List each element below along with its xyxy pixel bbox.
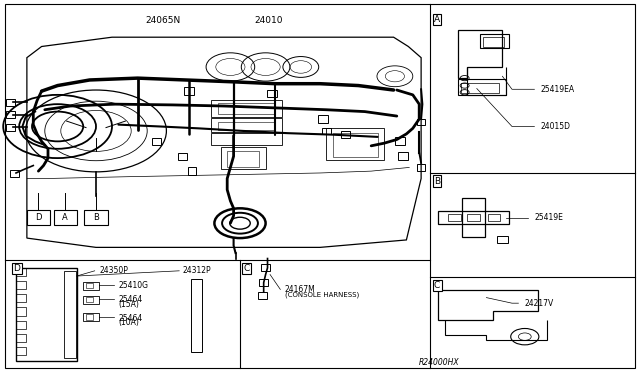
Text: R24000HX: R24000HX (419, 358, 460, 367)
Bar (448, 214, 461, 221)
Bar (258, 292, 267, 299)
Bar (488, 214, 500, 221)
Bar (438, 211, 509, 224)
Text: 24350P: 24350P (99, 266, 128, 275)
Bar (227, 151, 259, 167)
Bar (497, 236, 508, 243)
Bar (417, 119, 425, 125)
Bar (267, 90, 277, 97)
Bar (152, 138, 161, 145)
Bar (6, 99, 15, 106)
Bar (16, 294, 26, 302)
Bar (318, 115, 328, 123)
Bar (16, 268, 26, 276)
Bar (221, 147, 266, 169)
Bar (178, 153, 187, 160)
Bar (10, 170, 19, 177)
Text: D: D (35, 213, 42, 222)
Bar (6, 124, 15, 131)
Bar (461, 83, 499, 93)
Text: 24217V: 24217V (525, 299, 554, 308)
Bar (218, 103, 275, 114)
Text: 24015D: 24015D (541, 122, 571, 131)
Bar (64, 271, 76, 358)
Text: 25419E: 25419E (534, 213, 563, 222)
Text: C: C (244, 264, 250, 273)
Bar (326, 128, 384, 160)
Text: 25464: 25464 (118, 295, 143, 304)
Bar (211, 118, 282, 132)
Bar (84, 210, 108, 225)
Bar (458, 79, 506, 95)
Bar (261, 264, 270, 271)
Bar (191, 279, 202, 352)
Bar (398, 152, 408, 160)
Bar (16, 268, 77, 361)
Bar (218, 122, 275, 130)
Bar (86, 283, 93, 288)
Bar (259, 279, 268, 286)
Bar (86, 314, 93, 320)
Bar (341, 131, 350, 138)
Text: A: A (434, 15, 440, 24)
Bar (16, 307, 26, 315)
Bar (16, 281, 26, 289)
Text: 24167M: 24167M (285, 285, 316, 294)
Text: 25419EA: 25419EA (541, 85, 575, 94)
Bar (467, 214, 480, 221)
Bar (483, 37, 504, 46)
Bar (54, 210, 77, 225)
Bar (395, 137, 405, 145)
Bar (83, 313, 99, 321)
Text: 24065N: 24065N (145, 16, 181, 25)
Bar (188, 167, 196, 175)
Text: B: B (93, 213, 99, 222)
Text: (CONSOLE HARNESS): (CONSOLE HARNESS) (285, 291, 359, 298)
Bar (86, 297, 93, 302)
Text: A: A (63, 213, 68, 222)
Bar (322, 128, 331, 134)
Bar (211, 133, 282, 145)
Bar (462, 198, 485, 237)
Text: 24010: 24010 (255, 16, 283, 25)
Bar (480, 34, 509, 48)
Text: 25464: 25464 (118, 314, 143, 323)
Text: (15A): (15A) (118, 300, 140, 309)
Text: 25410G: 25410G (118, 281, 148, 290)
Bar (27, 210, 50, 225)
Bar (16, 347, 26, 355)
Text: 24312P: 24312P (182, 266, 211, 275)
Bar (16, 334, 26, 342)
Text: C: C (434, 281, 440, 290)
Bar (333, 133, 378, 157)
Bar (83, 282, 99, 290)
Text: D: D (13, 264, 20, 273)
Text: (10A): (10A) (118, 318, 140, 327)
Bar (417, 164, 425, 171)
Bar (16, 321, 26, 329)
Bar (211, 100, 282, 117)
Bar (6, 111, 15, 118)
Bar (184, 87, 194, 95)
Text: B: B (434, 177, 440, 186)
Bar (83, 296, 99, 304)
